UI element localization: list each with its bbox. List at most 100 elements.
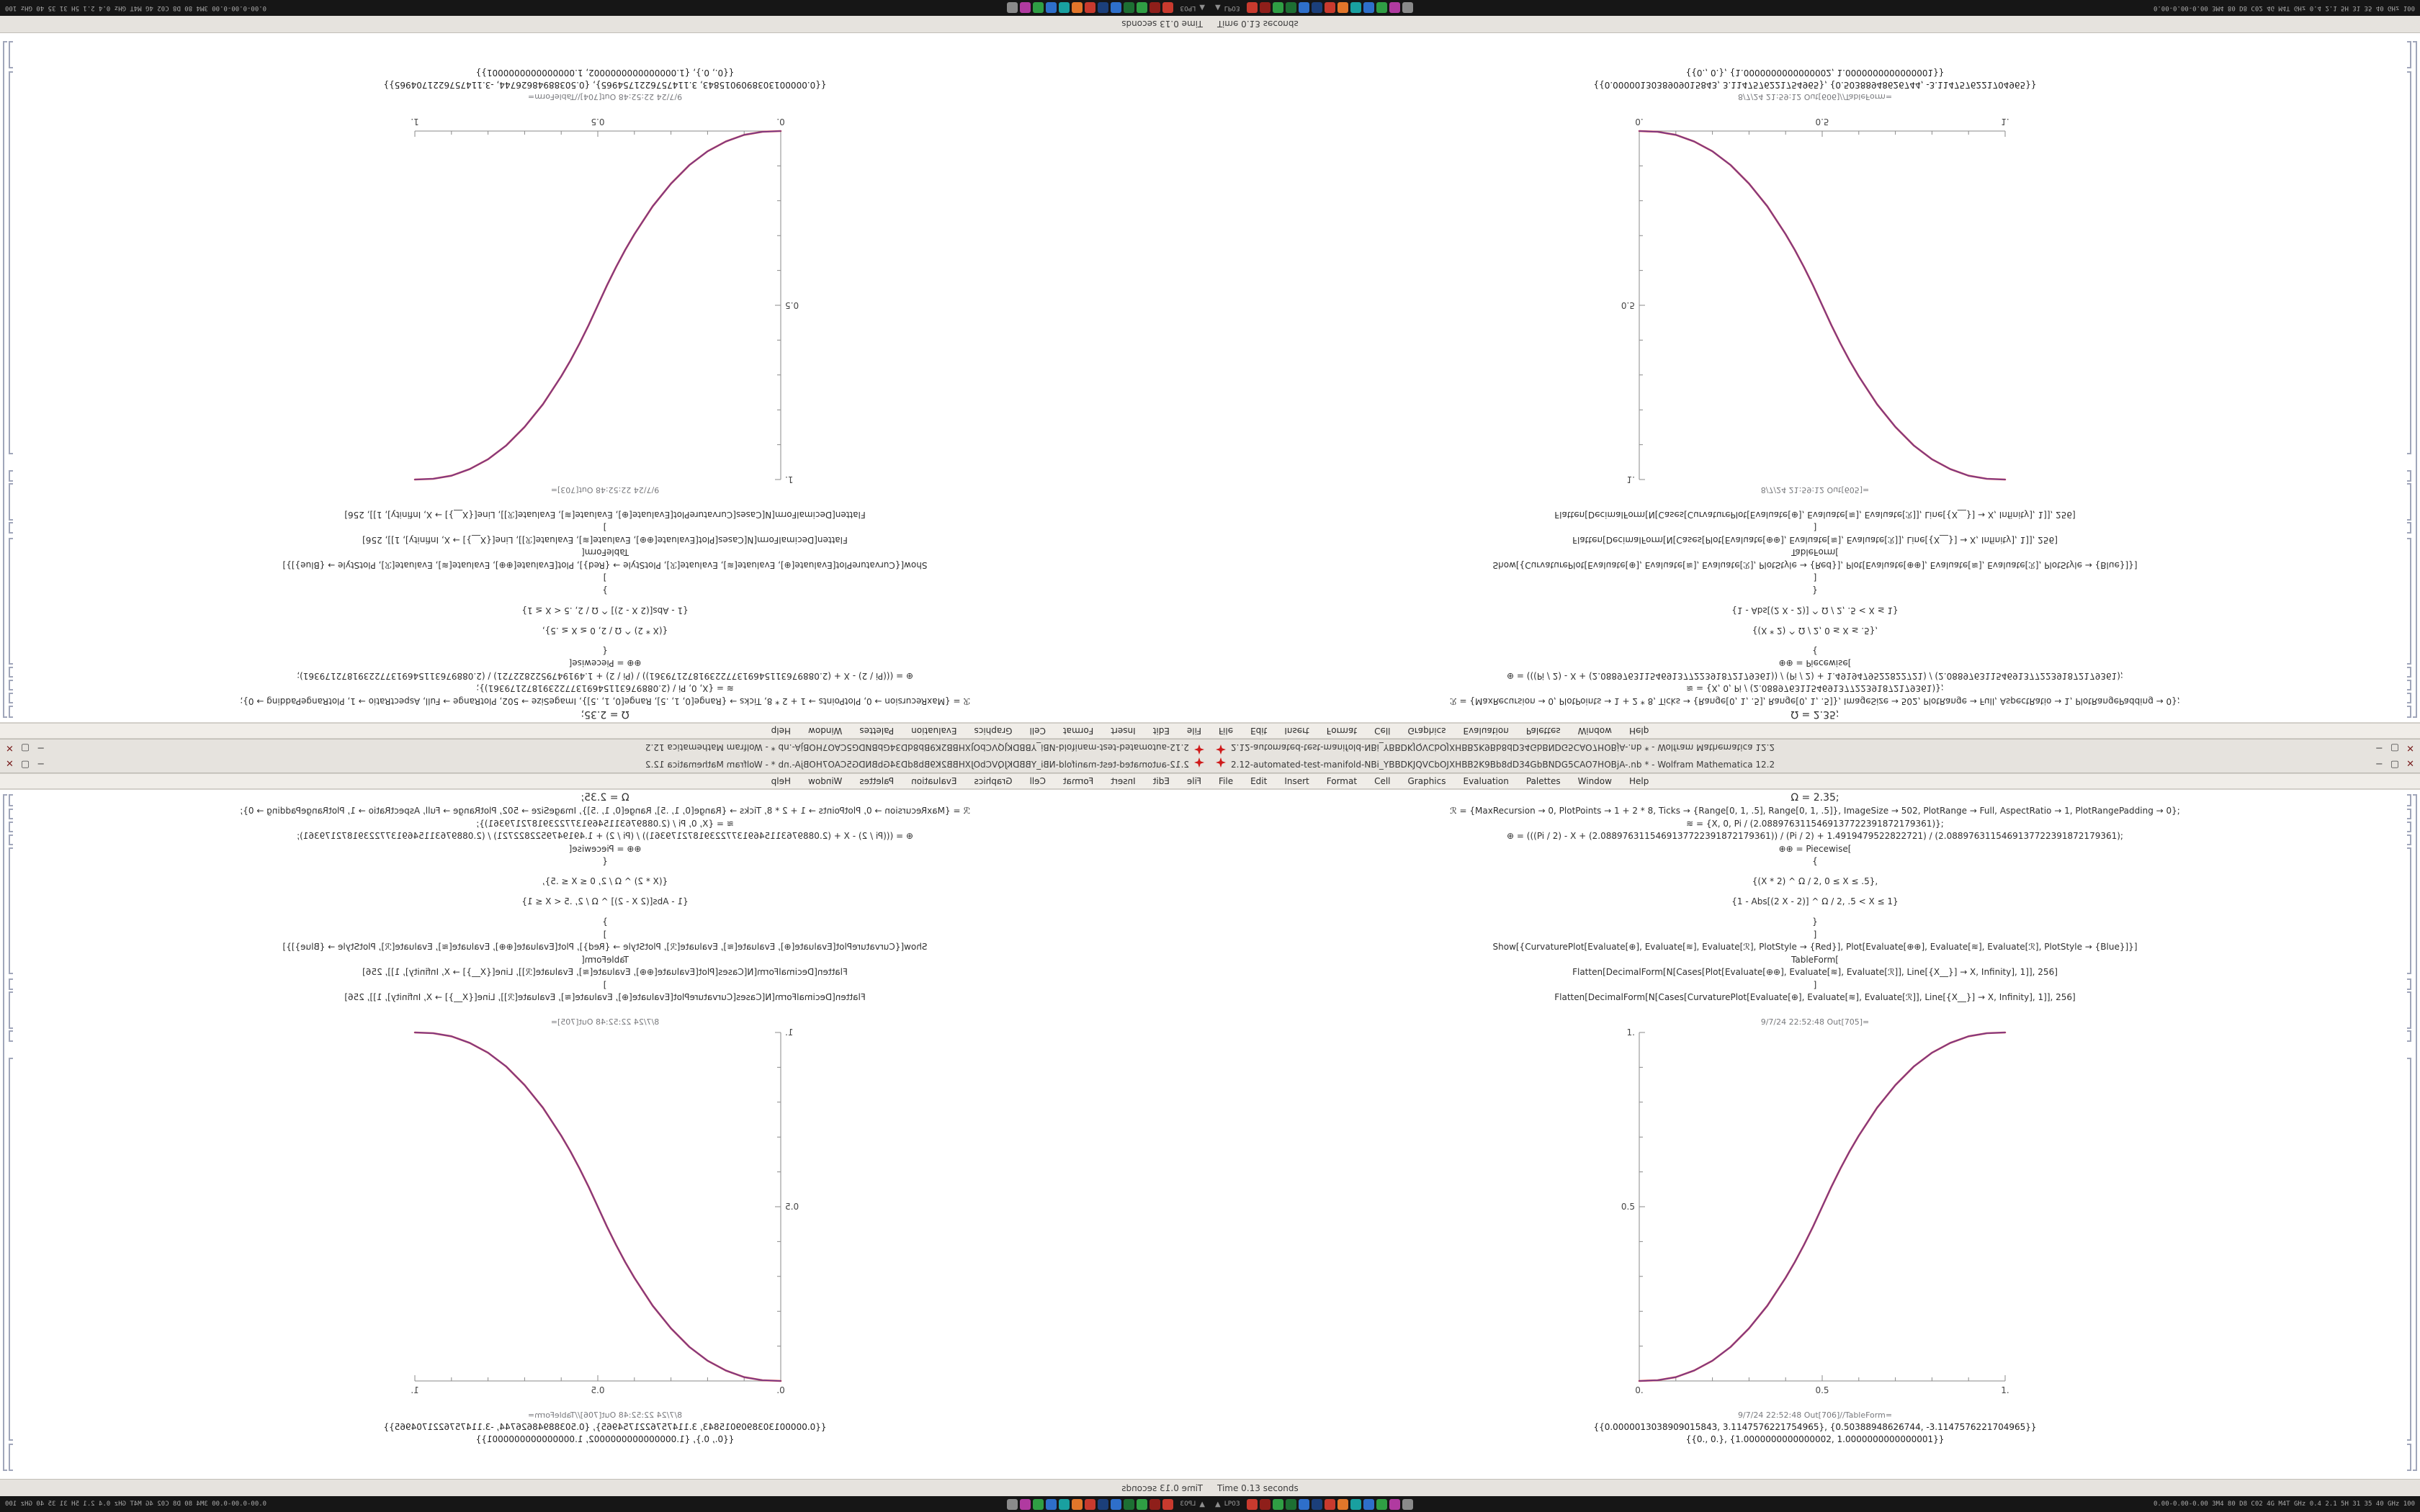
tray-app-orange-icon[interactable] xyxy=(1337,1498,1348,1510)
tray-app-dark-green-icon[interactable] xyxy=(1124,1498,1135,1510)
input-cell[interactable]: ] xyxy=(1813,979,1817,990)
cell-bracket[interactable] xyxy=(9,522,13,534)
tray-app-teal-icon[interactable] xyxy=(1059,1498,1070,1510)
input-cell[interactable]: TableForm[ xyxy=(1791,547,1839,558)
input-cell[interactable]: Flatten[DecimalForm[N[Cases[CurvaturePlo… xyxy=(1554,510,2076,520)
input-cell[interactable]: ] xyxy=(1813,522,1817,533)
menu-item-window[interactable]: Window xyxy=(1577,726,1612,736)
menu-item-insert[interactable]: Insert xyxy=(1284,726,1309,736)
notebook-area[interactable]: Ω = 2.35; ℛ = {MaxRecursion → 0, PlotPoin… xyxy=(1210,790,2420,1479)
minimize-icon[interactable]: − xyxy=(37,742,45,753)
tray-app-dark-green-icon[interactable] xyxy=(1285,1498,1296,1510)
menu-item-palettes[interactable]: Palettes xyxy=(859,776,895,786)
maximize-icon[interactable]: ▢ xyxy=(2390,759,2400,770)
maximize-icon[interactable]: ▢ xyxy=(2390,742,2400,753)
tray-app-red-icon[interactable] xyxy=(1246,2,1258,14)
tray-app-gray-icon[interactable] xyxy=(1402,2,1413,14)
menu-item-graphics[interactable]: Graphics xyxy=(1407,726,1446,736)
input-cell[interactable]: ] xyxy=(603,572,607,583)
menu-item-palettes[interactable]: Palettes xyxy=(1525,776,1561,786)
input-cell[interactable]: Ω = 2.35; xyxy=(581,791,629,804)
menu-item-edit[interactable]: Edit xyxy=(1250,776,1268,786)
cell-bracket[interactable] xyxy=(2407,847,2411,974)
tray-app-teal-icon[interactable] xyxy=(1350,2,1361,14)
input-cell[interactable]: Ω = 2.35; xyxy=(1791,708,1839,721)
input-cell[interactable]: {(X * 2) ^ Ω / 2, 0 ≤ X ≤ .5}, xyxy=(1752,626,1878,636)
input-cell[interactable]: ℛ = {MaxRecursion → 0, PlotPoints → 1 + … xyxy=(240,806,970,816)
tray-app-gray-icon[interactable] xyxy=(1402,1498,1413,1510)
menu-item-evaluation[interactable]: Evaluation xyxy=(1463,726,1509,736)
input-cell[interactable]: Flatten[DecimalForm[N[Cases[Plot[Evaluat… xyxy=(362,535,848,545)
cell-bracket[interactable] xyxy=(2407,667,2411,678)
menu-item-evaluation[interactable]: Evaluation xyxy=(911,776,957,786)
cell-bracket[interactable] xyxy=(2407,41,2411,68)
cell-bracket[interactable] xyxy=(2407,1444,2411,1471)
cell-bracket[interactable] xyxy=(9,1058,13,1441)
cell-bracket[interactable] xyxy=(2407,809,2411,819)
tray-app-dark-red-icon[interactable] xyxy=(1259,2,1270,14)
notebook-area[interactable]: Ω = 2.35; ℛ = {MaxRecursion → 0, PlotPoin… xyxy=(0,790,1210,1479)
input-cell[interactable]: Ω = 2.35; xyxy=(1791,791,1839,804)
tray-app-orange-icon[interactable] xyxy=(1072,2,1083,14)
cell-bracket[interactable] xyxy=(9,706,13,718)
menu-item-edit[interactable]: Edit xyxy=(1250,726,1268,736)
menu-item-insert[interactable]: Insert xyxy=(1111,726,1136,736)
input-cell[interactable]: TableForm[ xyxy=(1791,954,1839,965)
input-cell[interactable]: ≋ = {X, 0, Pi / (2.088976311546913772239… xyxy=(1686,683,1944,694)
tray-app-dark-red-icon[interactable] xyxy=(1150,2,1161,14)
tray-app-blue-2-icon[interactable] xyxy=(1046,1498,1057,1510)
menu-item-cell[interactable]: Cell xyxy=(1029,726,1046,736)
tray-app-red-icon[interactable] xyxy=(1162,1498,1174,1510)
tray-app-dark-green-icon[interactable] xyxy=(1285,2,1296,14)
cell-bracket[interactable] xyxy=(2407,538,2411,665)
cell-bracket[interactable] xyxy=(2407,522,2411,534)
input-cell[interactable]: Flatten[DecimalForm[N[Cases[Plot[Evaluat… xyxy=(362,967,848,977)
input-cell[interactable]: TableForm[ xyxy=(581,547,629,558)
taskbar-hide-arrow-icon[interactable]: ▲ xyxy=(1215,4,1221,12)
menu-item-format[interactable]: Format xyxy=(1062,726,1094,736)
menu-item-insert[interactable]: Insert xyxy=(1284,776,1309,786)
close-icon[interactable]: ✕ xyxy=(2406,742,2414,753)
input-cell[interactable]: ] xyxy=(603,522,607,533)
input-cell[interactable]: { xyxy=(602,646,608,656)
tray-app-navy-icon[interactable] xyxy=(1311,2,1322,14)
tray-app-red-2-icon[interactable] xyxy=(1324,1498,1335,1510)
notebook-area[interactable]: Ω = 2.35; ℛ = {MaxRecursion → 0, PlotPoin… xyxy=(1210,33,2420,722)
tray-app-magenta-icon[interactable] xyxy=(1389,2,1400,14)
close-icon[interactable]: ✕ xyxy=(6,759,14,770)
menu-item-edit[interactable]: Edit xyxy=(1152,726,1170,736)
menu-item-window[interactable]: Window xyxy=(808,776,843,786)
close-icon[interactable]: ✕ xyxy=(6,742,14,753)
input-cell[interactable]: {1 - Abs[(2 X - 2)] ^ Ω / 2, .5 < X ≤ 1} xyxy=(1731,606,1899,616)
input-cell[interactable]: {1 - Abs[(2 X - 2)] ^ Ω / 2, .5 < X ≤ 1} xyxy=(1731,896,1899,906)
input-cell[interactable]: Flatten[DecimalForm[N[Cases[Plot[Evaluat… xyxy=(1572,535,2058,545)
input-cell[interactable]: ⊕⊕ = Piecewise[ xyxy=(568,658,642,669)
cell-bracket[interactable] xyxy=(9,991,13,1029)
cell-bracket[interactable] xyxy=(2407,693,2411,703)
menu-item-graphics[interactable]: Graphics xyxy=(974,776,1013,786)
cell-bracket[interactable] xyxy=(2407,822,2411,832)
cell-bracket[interactable] xyxy=(2407,1058,2411,1441)
cell-bracket[interactable] xyxy=(9,483,13,521)
menu-item-help[interactable]: Help xyxy=(771,776,792,786)
menu-item-window[interactable]: Window xyxy=(808,726,843,736)
cell-bracket[interactable] xyxy=(9,1444,13,1471)
cell-bracket[interactable] xyxy=(9,41,13,68)
input-cell[interactable]: ≋ = {X, 0, Pi / (2.088976311546913772239… xyxy=(1686,818,1944,829)
tray-app-blue-2-icon[interactable] xyxy=(1046,2,1057,14)
tray-app-green-2-icon[interactable] xyxy=(1033,2,1044,14)
cell-bracket[interactable] xyxy=(2407,483,2411,521)
tray-app-teal-icon[interactable] xyxy=(1350,1498,1361,1510)
title-bar[interactable]: 2.12-automated-test-manifold-NBi_YBBDKJQ… xyxy=(1210,756,2420,773)
input-cell[interactable]: {(X * 2) ^ Ω / 2, 0 ≤ X ≤ .5}, xyxy=(542,876,668,886)
tray-app-red-icon[interactable] xyxy=(1246,1498,1258,1510)
tray-app-magenta-icon[interactable] xyxy=(1389,1498,1400,1510)
menu-item-cell[interactable]: Cell xyxy=(1374,776,1391,786)
cell-group-bracket[interactable] xyxy=(2413,794,2417,1471)
cell-group-bracket[interactable] xyxy=(3,794,7,1471)
input-cell[interactable]: {(X * 2) ^ Ω / 2, 0 ≤ X ≤ .5}, xyxy=(542,626,668,636)
input-cell[interactable]: Flatten[DecimalForm[N[Cases[CurvaturePlo… xyxy=(344,992,866,1002)
menu-item-edit[interactable]: Edit xyxy=(1152,776,1170,786)
input-cell[interactable]: {1 - Abs[(2 X - 2)] ^ Ω / 2, .5 < X ≤ 1} xyxy=(521,896,689,906)
tray-app-blue-icon[interactable] xyxy=(1111,1498,1122,1510)
